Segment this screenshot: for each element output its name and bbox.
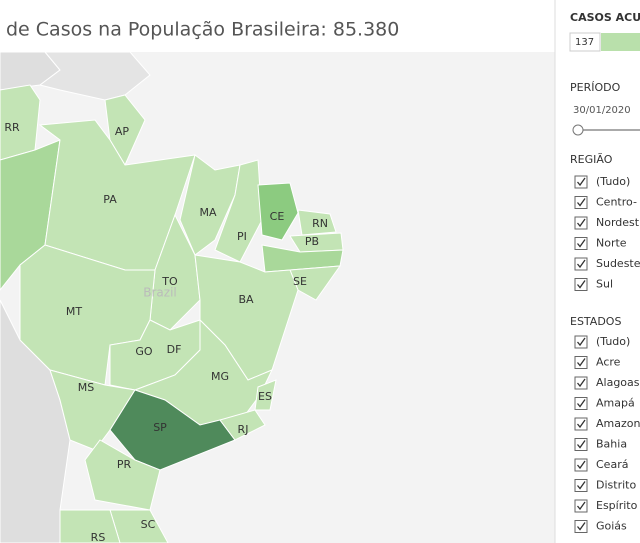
state-label: SC [141, 518, 156, 531]
state-label: DF [167, 343, 182, 356]
state[interactable] [257, 182, 299, 241]
legend-min: 137 [575, 37, 594, 48]
state-label: PI [237, 230, 247, 243]
title: de Casos na População Brasileira: 85.380 [6, 19, 399, 41]
filter-item: Goiás [596, 520, 627, 533]
slider-handle[interactable] [572, 124, 584, 136]
checkmark [577, 522, 586, 531]
state[interactable] [179, 154, 241, 256]
checkbox[interactable] [574, 479, 588, 492]
state-label: AP [115, 125, 130, 138]
state[interactable] [0, 84, 41, 161]
filter-item: Distrito [596, 479, 636, 492]
checkbox[interactable] [574, 499, 588, 513]
checkbox[interactable] [574, 417, 588, 431]
country-label: Brazil [143, 286, 177, 300]
filter-item: Amapá [596, 397, 635, 410]
checkbox[interactable] [574, 257, 588, 271]
checkbox[interactable] [574, 237, 588, 250]
filter-item: (Tudo) [596, 335, 630, 348]
checkmark [577, 337, 586, 347]
period-start: 30/01/2020 [573, 105, 631, 116]
state-label: RR [4, 121, 20, 134]
state[interactable] [254, 379, 277, 411]
legend-title: CASOS ACU [570, 11, 640, 24]
state-label: CE [270, 210, 285, 223]
checkbox[interactable] [574, 335, 588, 349]
checkmark [577, 440, 586, 449]
checkbox[interactable] [574, 175, 588, 189]
checkbox[interactable] [574, 397, 588, 410]
checkmark [577, 259, 586, 269]
filter-item: Amazon [596, 417, 640, 430]
checkmark [577, 358, 586, 367]
checkmark [577, 239, 586, 248]
checkmark [577, 177, 586, 187]
checkmark [577, 501, 586, 511]
state-label: ES [258, 390, 272, 403]
filter-item: (Tudo) [596, 175, 630, 188]
period-title: PERÍODO [570, 81, 621, 94]
state-label: MA [199, 206, 216, 219]
checkmark [577, 481, 586, 490]
state-label: MG [211, 370, 229, 383]
checkbox[interactable] [574, 356, 588, 369]
state-label: MS [78, 381, 94, 394]
state-label: PB [305, 235, 319, 248]
filter-item: Sudeste [596, 257, 640, 270]
filters: (Tudo) Centro- Nordest Norte Sudeste Sul (Tudo… [574, 175, 640, 533]
checkmark [577, 460, 586, 470]
state[interactable] [194, 254, 299, 381]
state[interactable] [219, 409, 266, 441]
state-label: SP [153, 421, 167, 434]
checkbox[interactable] [574, 278, 588, 291]
state-labels: RR AP PA MA PI CE RN PB SE TO BA MT GO MG ES MS SP RJ PR SC… [4, 121, 328, 543]
checkbox[interactable] [574, 376, 588, 390]
filter-item: Ceará [596, 458, 628, 471]
checkbox[interactable] [574, 458, 588, 472]
state[interactable] [297, 209, 337, 236]
checkbox[interactable] [574, 196, 588, 209]
filter-item: Acre [596, 356, 621, 369]
state[interactable] [38, 119, 196, 271]
filter-item: Sul [596, 278, 613, 291]
state-label: TO [161, 275, 178, 288]
checkmark [577, 399, 586, 408]
checkbox[interactable] [574, 520, 588, 533]
state-label: RJ [238, 423, 249, 436]
states [0, 84, 344, 543]
checkmark [577, 218, 586, 228]
region-title: REGIÃO [570, 153, 613, 166]
filter-item: Bahia [596, 438, 627, 451]
legend-ramp [601, 33, 640, 51]
state[interactable] [49, 369, 136, 451]
checkmark [577, 198, 586, 207]
state[interactable] [261, 244, 344, 273]
checkbox[interactable] [574, 216, 588, 230]
filter-item: Norte [596, 237, 627, 250]
state-label: MT [66, 305, 82, 318]
filter-item: Espírito [596, 499, 638, 512]
checkmark [577, 280, 586, 289]
states-title: ESTADOS [570, 315, 621, 328]
checkmark [577, 419, 586, 429]
filter-item: Alagoas [596, 376, 640, 389]
checkmark [577, 378, 586, 388]
state-label: RS [91, 531, 106, 543]
state-label: PA [103, 193, 117, 206]
state[interactable] [59, 509, 121, 543]
state-label: BA [238, 293, 254, 306]
checkbox[interactable] [574, 438, 588, 451]
state-label: PR [117, 458, 132, 471]
state-label: RN [312, 217, 328, 230]
filter-item: Centro- [596, 196, 637, 209]
state-label: GO [135, 345, 153, 358]
state-label: SE [293, 275, 307, 288]
filter-item: Nordest [596, 216, 640, 229]
legend-min-box [569, 32, 601, 52]
